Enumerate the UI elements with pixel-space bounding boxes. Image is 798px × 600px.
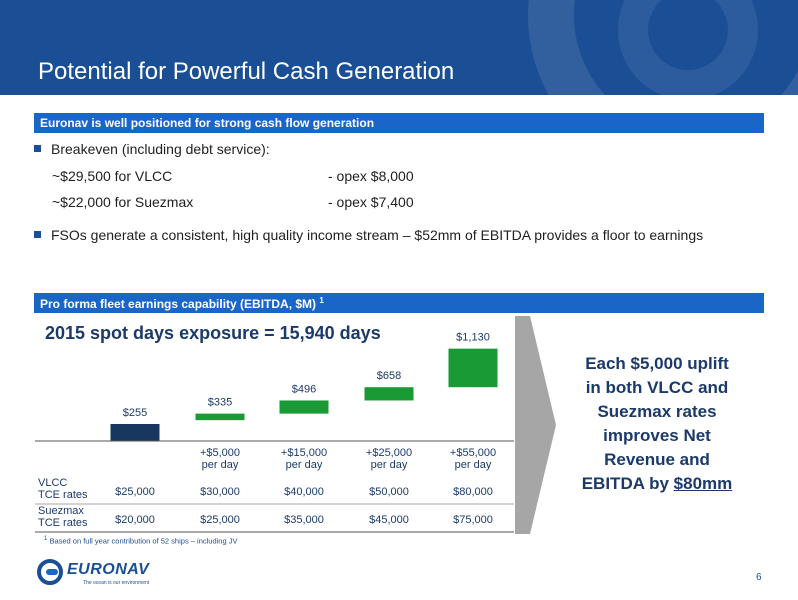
bullet-square-icon [34,231,41,238]
arrow-chevron-shape [515,316,556,534]
breakeven-bullet: Breakeven (including debt service): [34,141,270,157]
table-row-label: Suezmax [38,505,84,517]
chart-title: 2015 spot days exposure = 15,940 days [45,323,381,343]
logo-tagline: The ocean is our environment [83,580,150,586]
section-header-cashflow-text: Euronav is well positioned for strong ca… [40,116,375,130]
logo-ring-icon [37,559,63,585]
page-title: Potential for Powerful Cash Generation [38,58,455,85]
bar-value-label: $1,130 [456,332,490,344]
category-label: +$15,000 [281,447,327,459]
table-cell: $80,000 [453,486,493,498]
footnote-text: Based on full year contribution of 52 sh… [49,536,238,546]
table-cell: $30,000 [200,486,240,498]
chart-bar [195,413,245,421]
category-label: per day [286,459,323,471]
callout-line: EBITDA by [581,474,674,493]
category-label: +$25,000 [366,447,412,459]
callout-line: Revenue and [604,450,710,469]
table-row-label: TCE rates [38,489,88,501]
bar-value-label: $335 [208,397,232,409]
section-header-earnings-text: Pro forma fleet earnings capability (EBI… [40,297,317,311]
bar-value-label: $255 [123,407,147,419]
fso-text: FSOs generate a consistent, high quality… [51,227,704,243]
breakeven-label: Breakeven (including debt service): [51,141,270,157]
section-header-cashflow: Euronav is well positioned for strong ca… [34,113,764,133]
table-cell: $45,000 [369,514,409,526]
section-header-earnings: Pro forma fleet earnings capability (EBI… [34,293,764,313]
logo-name: EURONAV [67,561,150,578]
uplift-callout: Each $5,000 uplift in both VLCC and Suez… [568,352,746,496]
bar-value-label: $496 [292,383,316,395]
table-cell: $25,000 [200,514,240,526]
breakeven-vlcc-opex: - opex $8,000 [328,168,414,184]
category-label: per day [202,459,239,471]
callout-line: Each $5,000 uplift [585,354,729,373]
category-label: +$55,000 [450,447,496,459]
category-label: per day [371,459,408,471]
breakeven-suezmax-rate: ~$22,000 for Suezmax [52,194,194,210]
chart-bar [279,400,329,414]
chart-bar [364,387,414,401]
table-row-label: TCE rates [38,517,88,529]
table-row-label: VLCC [38,477,67,489]
footnote-mark: 1 [44,536,48,542]
callout-line: in both VLCC and [585,378,729,397]
fso-bullet: FSOs generate a consistent, high quality… [34,227,703,243]
table-cell: $75,000 [453,514,493,526]
callout-emphasis: $80mm [673,474,733,493]
section-header-footnote-mark: 1 [319,296,324,305]
callout-line: Suezmax rates [597,402,717,421]
chart-bar [448,348,498,388]
bar-value-label: $658 [377,370,401,382]
table-cell: $50,000 [369,486,409,498]
category-label: +$5,000 [200,447,240,459]
table-cell: $35,000 [284,514,324,526]
category-label: per day [455,459,492,471]
callout-last-line: EBITDA by $80mm [568,472,746,496]
table-cell: $20,000 [115,514,155,526]
table-cell: $25,000 [115,486,155,498]
callout-line: improves Net [603,426,711,445]
bullet-square-icon [34,145,41,152]
chart-bar [110,424,160,441]
breakeven-suezmax-opex: - opex $7,400 [328,194,414,210]
breakeven-vlcc-rate: ~$29,500 for VLCC [52,168,173,184]
euronav-logo: EURONAV The ocean is our environment [37,557,157,587]
page-number: 6 [756,572,762,583]
slide-header [0,0,798,95]
footnote: 1 Based on full year contribution of 52 … [44,536,237,546]
table-cell: $40,000 [284,486,324,498]
